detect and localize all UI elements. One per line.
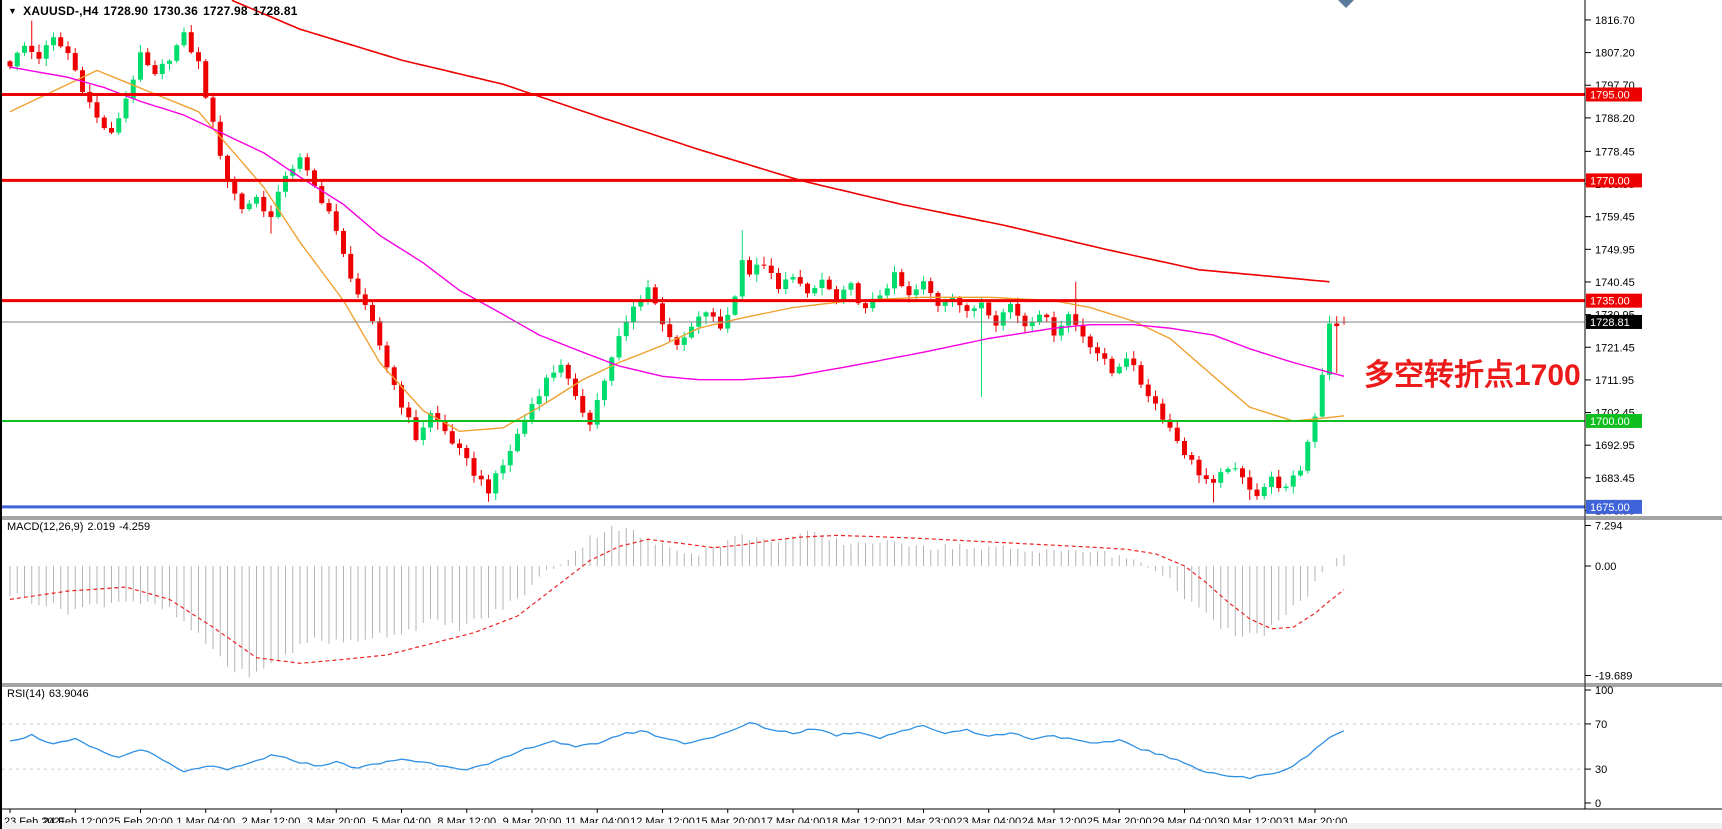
ma-fast-orange — [9, 69, 1345, 433]
price-axis: 1816.701807.201797.701788.201778.451768.… — [1585, 15, 1642, 517]
symbol-dropdown-icon[interactable]: ▼ — [8, 6, 18, 16]
svg-text:1735.00: 1735.00 — [1590, 296, 1630, 308]
price-badge-1728.81: 1728.81 — [1586, 314, 1642, 329]
price-badge-1675.00: 1675.00 — [1586, 499, 1642, 514]
svg-text:1778.45: 1778.45 — [1595, 146, 1635, 158]
rsi-value: 63.9046 — [48, 688, 89, 700]
price-badge-1700.00: 1700.00 — [1586, 413, 1642, 428]
svg-text:1721.45: 1721.45 — [1595, 342, 1635, 354]
ohlc-high: 1730.36 — [153, 4, 199, 18]
svg-text:70: 70 — [1595, 719, 1607, 731]
svg-text:1816.70: 1816.70 — [1595, 15, 1635, 27]
svg-text:0: 0 — [1595, 798, 1601, 810]
chart-annotation-text: 多空转折点1700 — [1364, 359, 1581, 392]
svg-text:1740.45: 1740.45 — [1595, 277, 1635, 289]
price-badge-1770.00: 1770.00 — [1586, 173, 1642, 188]
svg-text:1683.45: 1683.45 — [1595, 473, 1635, 485]
symbol-header: ▼ XAUUSD-,H4 1728.90 1730.36 1727.98 1728.81 — [8, 4, 303, 18]
rsi-name: RSI(14) — [7, 688, 45, 700]
price-badge-1735.00: 1735.00 — [1586, 293, 1642, 308]
svg-text:1700.00: 1700.00 — [1590, 416, 1630, 428]
svg-text:-19.689: -19.689 — [1595, 670, 1632, 682]
ma-mid-magenta — [9, 66, 1345, 381]
svg-text:1711.95: 1711.95 — [1595, 375, 1634, 387]
macd-signal-line — [9, 534, 1345, 664]
symbol-label: XAUUSD-,H4 — [23, 4, 99, 18]
macd-axis: 7.294 0.00 -19.689 — [1585, 520, 1632, 682]
svg-text:1807.20: 1807.20 — [1595, 48, 1635, 60]
macd-name: MACD(12,26,9) — [7, 521, 84, 533]
rsi-line — [9, 722, 1345, 780]
macd-signal-value: -4.259 — [118, 521, 151, 533]
window-bottom-strip — [2, 823, 1722, 829]
rsi-axis: 100 70 30 0 — [1585, 685, 1613, 810]
svg-text:1692.95: 1692.95 — [1595, 440, 1635, 452]
svg-text:1788.20: 1788.20 — [1595, 113, 1635, 125]
svg-text:7.294: 7.294 — [1595, 520, 1623, 532]
macd-histogram — [9, 525, 1345, 678]
ohlc-low: 1727.98 — [203, 4, 248, 18]
svg-text:1728.81: 1728.81 — [1590, 317, 1630, 329]
ohlc-close: 1728.81 — [252, 4, 298, 18]
price-panel[interactable] — [2, 0, 1585, 509]
chart-frame — [2, 0, 1722, 810]
ma-slow-red — [231, 0, 1330, 283]
svg-text:1759.45: 1759.45 — [1595, 212, 1635, 224]
ohlc-open: 1728.90 — [103, 4, 149, 18]
chart-shift-marker-icon[interactable] — [1338, 0, 1354, 8]
svg-text:0.00: 0.00 — [1595, 561, 1616, 573]
svg-text:1770.00: 1770.00 — [1590, 175, 1630, 187]
macd-main-value: 2.019 — [87, 521, 115, 533]
price-badge-1795.00: 1795.00 — [1586, 87, 1642, 102]
candles-group — [7, 20, 1347, 503]
svg-text:1795.00: 1795.00 — [1590, 90, 1630, 102]
svg-text:1675.00: 1675.00 — [1590, 502, 1630, 514]
macd-panel[interactable] — [9, 525, 1345, 678]
macd-indicator-label: MACD(12,26,9) 2.019 -4.259 — [7, 521, 154, 533]
rsi-indicator-label: RSI(14) 63.9046 — [7, 688, 93, 700]
svg-text:30: 30 — [1595, 764, 1607, 776]
svg-text:100: 100 — [1595, 685, 1613, 697]
svg-text:1749.95: 1749.95 — [1595, 244, 1635, 256]
rsi-panel[interactable] — [2, 722, 1585, 780]
